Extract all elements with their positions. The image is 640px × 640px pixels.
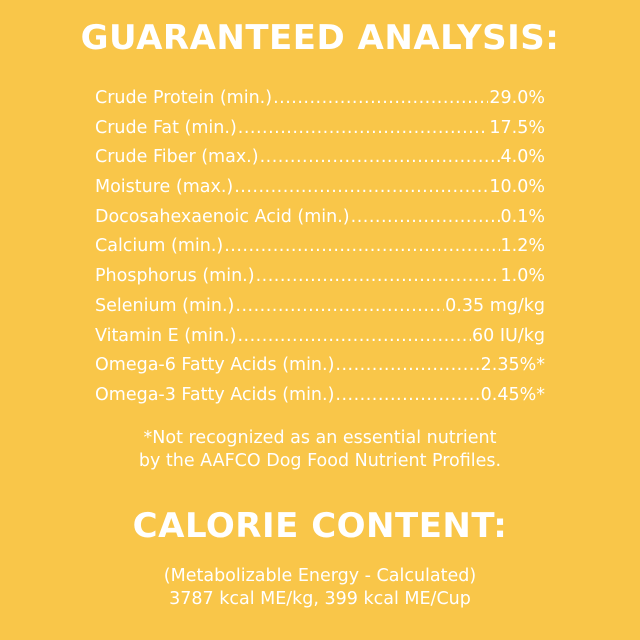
nutrient-label: Selenium (min.) (95, 295, 235, 316)
analysis-row: Omega-6 Fatty Acids (min.) 2.35%* (95, 351, 545, 381)
dot-leader (351, 203, 500, 233)
analysis-row: Crude Fiber (max.) 4.0% (95, 143, 545, 173)
analysis-row: Docosahexaenoic Acid (min.) 0.1% (95, 203, 545, 233)
guaranteed-analysis-title: GUARANTEED ANALYSIS: (80, 18, 560, 58)
nutrient-value: 0.45%* (480, 384, 545, 405)
nutrient-value: 1.0% (500, 266, 545, 287)
analysis-row: Crude Protein (min.) 29.0% (95, 84, 545, 114)
dot-leader (335, 351, 479, 381)
analysis-row: Calcium (min.) 1.2% (95, 232, 545, 262)
footnote: *Not recognized as an essential nutrient… (0, 427, 640, 473)
dot-leader (256, 262, 500, 292)
nutrient-value: 4.0% (500, 147, 545, 168)
nutrient-label: Crude Fiber (max.) (95, 147, 259, 168)
calorie-content-title: CALORIE CONTENT: (132, 506, 508, 546)
analysis-table: Crude Protein (min.) 29.0% Crude Fat (mi… (95, 84, 545, 411)
analysis-row: Crude Fat (min.) 17.5% (95, 114, 545, 144)
nutrient-label: Omega-6 Fatty Acids (min.) (95, 355, 335, 376)
nutrient-value: 0.35 mg/kg (445, 295, 545, 316)
nutrient-value: 2.35%* (480, 355, 545, 376)
dot-leader (224, 232, 499, 262)
analysis-row: Vitamin E (min.) 60 IU/kg (95, 322, 545, 352)
nutrient-label: Calcium (min.) (95, 236, 224, 257)
calorie-content-text: (Metabolizable Energy - Calculated) 3787… (0, 565, 640, 611)
analysis-row: Moisture (max.) 10.0% (95, 173, 545, 203)
nutrient-value: 29.0% (489, 88, 545, 108)
calorie-values: 3787 kcal ME/kg, 399 kcal ME/Cup (169, 589, 471, 609)
dot-leader (260, 143, 500, 173)
analysis-row: Phosphorus (min.) 1.0% (95, 262, 545, 292)
dot-leader (235, 292, 444, 322)
nutrient-value: 1.2% (500, 236, 545, 257)
dot-leader (273, 84, 488, 114)
nutrient-value: 17.5% (489, 117, 545, 138)
nutrient-value: 10.0% (489, 177, 545, 198)
analysis-row: Omega-3 Fatty Acids (min.) 0.45%* (95, 381, 545, 411)
nutrient-label: Omega-3 Fatty Acids (min.) (95, 384, 335, 405)
dot-leader (335, 381, 479, 411)
nutrient-label: Vitamin E (min.) (95, 325, 237, 346)
nutrient-label: Moisture (max.) (95, 177, 234, 198)
analysis-row: Selenium (min.) 0.35 mg/kg (95, 292, 545, 322)
nutrient-label: Docosahexaenoic Acid (min.) (95, 206, 350, 227)
dot-leader (237, 322, 471, 352)
dot-leader (238, 114, 489, 144)
nutrient-label: Phosphorus (min.) (95, 266, 255, 287)
footnote-line: *Not recognized as an essential nutrient (143, 428, 497, 448)
nutrient-label: Crude Protein (min.) (95, 88, 273, 108)
nutrient-value: 0.1% (500, 206, 545, 227)
nutrient-label: Crude Fat (min.) (95, 117, 237, 138)
nutrient-value: 60 IU/kg (472, 325, 545, 346)
calorie-method: (Metabolizable Energy - Calculated) (163, 566, 477, 586)
footnote-line: by the AAFCO Dog Food Nutrient Profiles. (138, 451, 502, 471)
dot-leader (234, 173, 488, 203)
